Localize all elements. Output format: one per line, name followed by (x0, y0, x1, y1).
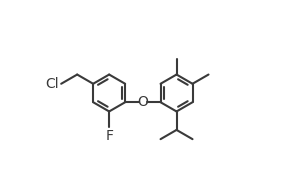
Text: O: O (137, 95, 148, 109)
Text: F: F (105, 129, 113, 143)
Text: Cl: Cl (46, 77, 59, 91)
